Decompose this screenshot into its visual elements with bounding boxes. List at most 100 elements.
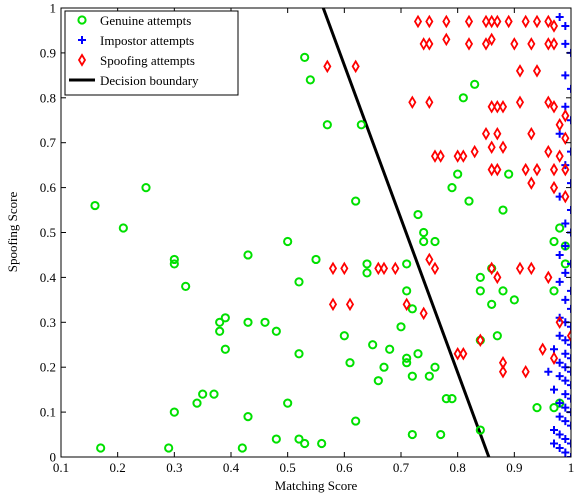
spoofing-point bbox=[549, 162, 559, 177]
spoofing-point bbox=[527, 261, 536, 276]
genuine-point bbox=[118, 223, 128, 233]
impostor-point bbox=[561, 268, 570, 277]
spoofing-point bbox=[549, 180, 559, 195]
legend-marker-plus bbox=[78, 36, 86, 44]
spoofing-point bbox=[323, 59, 332, 74]
x-tick-label: 1 bbox=[568, 460, 575, 475]
spoofing-point bbox=[442, 14, 451, 29]
spoofing-point bbox=[464, 14, 474, 29]
genuine-point bbox=[373, 376, 383, 386]
impostor-point bbox=[567, 304, 571, 313]
impostor-point bbox=[567, 322, 571, 331]
impostor-point bbox=[567, 259, 571, 268]
x-tick-label: 0.1 bbox=[53, 460, 69, 475]
genuine-point bbox=[317, 438, 327, 449]
y-tick-label: 0.8 bbox=[40, 90, 56, 105]
spoofing-point bbox=[561, 162, 570, 177]
x-tick-label: 0.3 bbox=[166, 460, 182, 475]
genuine-point bbox=[402, 358, 412, 368]
spoofing-point bbox=[425, 37, 434, 51]
legend-marker-diamond bbox=[77, 53, 87, 67]
impostor-point bbox=[561, 21, 570, 30]
genuine-point bbox=[305, 75, 315, 85]
legend-label-impostor: Impostor attempts bbox=[100, 33, 194, 48]
spoofing-point bbox=[328, 297, 338, 312]
genuine-point bbox=[498, 205, 508, 215]
impostor-point bbox=[555, 331, 564, 340]
y-tick-label: 0.3 bbox=[40, 315, 56, 330]
genuine-point bbox=[447, 183, 457, 193]
genuine-point bbox=[362, 268, 372, 278]
genuine-point bbox=[243, 317, 253, 327]
genuine-point bbox=[504, 169, 514, 179]
y-tick-label: 0.7 bbox=[40, 135, 57, 150]
impostor-point bbox=[567, 116, 571, 125]
spoofing-point bbox=[498, 140, 508, 154]
spoofing-point bbox=[498, 364, 508, 379]
genuine-point bbox=[447, 394, 457, 404]
spoofing-point bbox=[532, 14, 542, 29]
genuine-point bbox=[283, 398, 293, 408]
genuine-point bbox=[464, 196, 474, 206]
spoofing-point bbox=[487, 261, 496, 276]
legend-label-spoofing: Spoofing attempts bbox=[100, 53, 195, 68]
spoofing-point bbox=[544, 144, 553, 159]
spoofing-point bbox=[538, 342, 547, 356]
spoofing-point bbox=[544, 95, 553, 110]
genuine-point bbox=[555, 223, 565, 233]
genuine-point bbox=[271, 434, 281, 444]
genuine-point bbox=[271, 326, 281, 336]
spoofing-point bbox=[453, 346, 462, 361]
spoofing-point bbox=[561, 109, 570, 123]
y-tick-label: 0 bbox=[50, 450, 57, 465]
genuine-point bbox=[215, 317, 225, 327]
impostor-point bbox=[567, 340, 571, 349]
genuine-point bbox=[339, 331, 349, 341]
spoofing-point bbox=[328, 261, 338, 276]
legend: Genuine attempts Impostor attempts Spoof… bbox=[64, 10, 239, 96]
spoofing-point bbox=[481, 14, 491, 29]
y-tick-label: 0.2 bbox=[40, 360, 56, 375]
genuine-point bbox=[169, 254, 179, 265]
decision-boundary-line bbox=[321, 8, 491, 457]
impostor-point bbox=[561, 39, 570, 48]
x-tick-label: 0.5 bbox=[280, 460, 296, 475]
impostor-point bbox=[555, 277, 564, 286]
genuine-point bbox=[283, 236, 293, 247]
genuine-point bbox=[475, 286, 485, 296]
spoofing-point bbox=[470, 144, 479, 159]
impostor-point bbox=[561, 219, 570, 228]
spoofing-point bbox=[345, 297, 355, 312]
impostor-point bbox=[555, 250, 564, 259]
genuine-point bbox=[407, 371, 417, 381]
spoofing-point bbox=[549, 100, 559, 114]
x-tick-label: 0.6 bbox=[336, 460, 353, 475]
impostor-point bbox=[561, 435, 570, 444]
spoofing-point bbox=[515, 64, 525, 78]
genuine-point bbox=[181, 281, 191, 291]
impostor-point bbox=[550, 426, 558, 435]
impostor-point bbox=[567, 179, 571, 188]
spoofing-point bbox=[555, 117, 564, 132]
genuine-point bbox=[169, 407, 179, 417]
spoofing-point bbox=[436, 149, 445, 163]
spoofing-point bbox=[521, 364, 530, 379]
spoofing-point bbox=[549, 19, 559, 33]
genuine-point bbox=[509, 295, 519, 305]
impostor-point bbox=[561, 71, 570, 80]
spoofing-point bbox=[453, 149, 462, 163]
spoofing-point bbox=[425, 14, 434, 29]
impostor-point bbox=[567, 354, 571, 363]
genuine-point bbox=[407, 304, 417, 314]
spoofing-point bbox=[340, 261, 349, 276]
y-tick-label: 0.9 bbox=[40, 45, 56, 60]
genuine-point bbox=[169, 259, 179, 269]
spoofing-point bbox=[549, 351, 559, 365]
impostor-point bbox=[567, 286, 571, 295]
genuine-point bbox=[164, 443, 174, 453]
spoofing-point bbox=[487, 32, 496, 47]
spoofing-point bbox=[464, 37, 474, 51]
x-tick-label: 0.8 bbox=[450, 460, 466, 475]
spoofing-point bbox=[555, 149, 564, 163]
